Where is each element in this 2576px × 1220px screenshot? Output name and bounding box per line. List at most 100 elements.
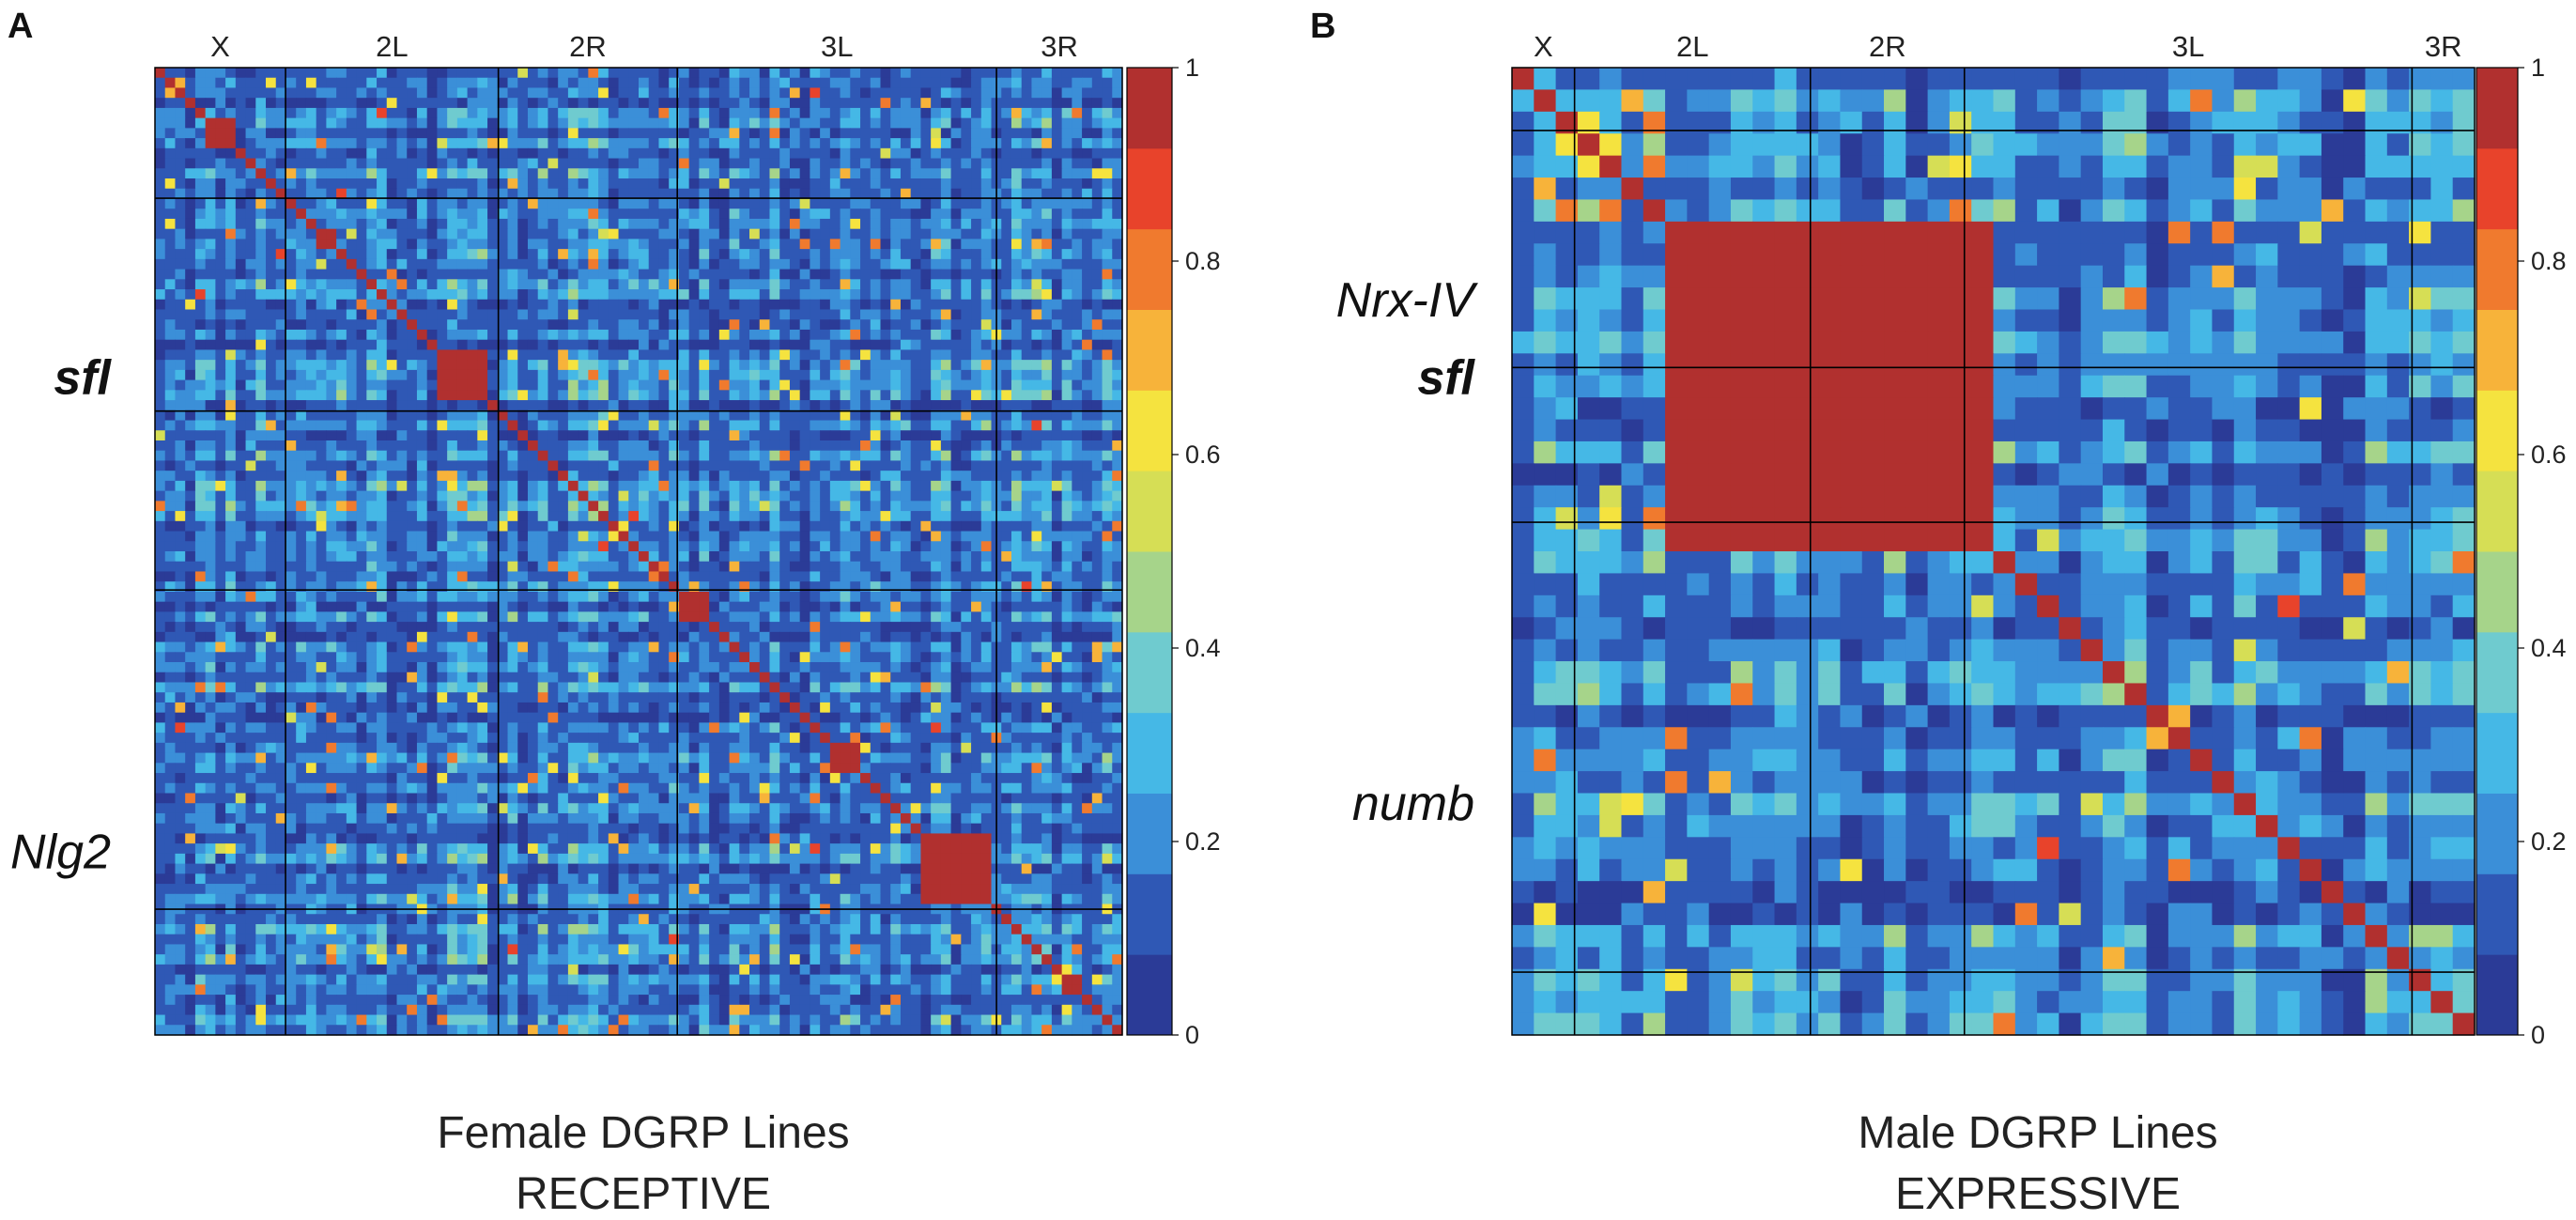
heatmap-cell xyxy=(980,551,993,563)
heatmap-cell xyxy=(980,208,993,220)
heatmap-cell xyxy=(699,520,710,533)
heatmap-cell xyxy=(718,490,731,502)
heatmap-cell xyxy=(940,98,952,109)
heatmap-cell xyxy=(1021,208,1033,220)
heatmap-cell xyxy=(225,349,237,361)
heatmap-cell xyxy=(639,239,650,250)
heatmap-cell xyxy=(356,520,367,533)
heatmap-cell xyxy=(1091,430,1103,441)
heatmap-cell xyxy=(729,218,740,230)
heatmap-cell xyxy=(507,289,518,301)
heatmap-cell xyxy=(275,77,287,89)
heatmap-cell xyxy=(910,178,922,190)
heatmap-cell xyxy=(1031,511,1042,522)
heatmap-cell xyxy=(255,158,267,169)
heatmap-cell xyxy=(296,98,307,109)
heatmap-cell xyxy=(497,581,509,593)
heatmap-cell xyxy=(1072,158,1083,169)
heatmap-cell xyxy=(608,319,620,331)
heatmap-cell xyxy=(1041,107,1053,119)
heatmap-cell xyxy=(910,218,922,230)
heatmap-cell xyxy=(860,218,872,230)
heatmap-cell xyxy=(356,258,367,270)
heatmap-cell xyxy=(870,299,882,311)
heatmap-cell xyxy=(718,158,731,169)
heatmap-cell xyxy=(447,158,458,169)
heatmap-cell xyxy=(456,87,469,99)
heatmap-cell xyxy=(850,258,861,270)
heatmap-cell xyxy=(1102,571,1113,582)
heatmap-cell xyxy=(971,178,982,190)
heatmap-cell xyxy=(980,258,993,270)
heatmap-cell xyxy=(870,228,882,239)
heatmap-cell xyxy=(194,450,207,462)
heatmap-cell xyxy=(628,128,640,139)
heatmap-cell xyxy=(426,460,439,471)
heatmap-cell xyxy=(467,581,478,593)
heatmap-cell xyxy=(648,138,660,149)
heatmap-cell xyxy=(971,218,982,230)
heatmap-cell xyxy=(517,440,529,452)
heatmap-cell xyxy=(356,339,367,351)
heatmap-cell xyxy=(377,581,388,593)
heatmap-cell xyxy=(225,289,237,301)
heatmap-cell xyxy=(447,117,458,129)
heatmap-cell xyxy=(497,531,509,542)
heatmap-cell xyxy=(931,440,942,452)
heatmap-cell xyxy=(971,369,982,381)
heatmap-cell xyxy=(1061,117,1072,129)
heatmap-cell xyxy=(437,117,448,129)
heatmap-cell xyxy=(416,319,428,331)
heatmap-cell xyxy=(235,490,247,502)
heatmap-cell xyxy=(971,379,982,391)
heatmap-cell xyxy=(1102,450,1113,462)
heatmap-cell xyxy=(377,269,388,280)
heatmap-cell xyxy=(426,541,439,552)
heatmap-cell xyxy=(377,450,388,462)
heatmap-cell xyxy=(285,98,297,109)
heatmap-cell xyxy=(285,531,297,542)
heatmap-cell xyxy=(810,581,821,593)
heatmap-cell xyxy=(235,228,247,239)
heatmap-cell xyxy=(820,571,831,582)
heatmap-cell xyxy=(336,299,347,311)
heatmap-cell xyxy=(840,581,851,593)
heatmap-cell xyxy=(456,158,469,169)
heatmap-cell xyxy=(527,188,539,200)
heatmap-cell xyxy=(346,208,358,220)
heatmap-cell xyxy=(456,480,469,492)
heatmap-cell xyxy=(1082,87,1093,99)
heatmap-cell xyxy=(870,218,882,230)
heatmap-cell xyxy=(618,551,629,563)
heatmap-cell xyxy=(850,239,861,250)
heatmap-cell xyxy=(608,551,620,563)
heatmap-cell xyxy=(416,571,428,582)
heatmap-cell xyxy=(1082,107,1093,119)
heatmap-cell xyxy=(1001,420,1012,431)
heatmap-cell xyxy=(608,480,620,492)
heatmap-cell xyxy=(588,319,599,331)
heatmap-cell xyxy=(467,480,478,492)
heatmap-cell xyxy=(447,218,458,230)
heatmap-cell xyxy=(285,218,297,230)
heatmap-cell xyxy=(437,289,448,301)
heatmap-cell xyxy=(407,329,418,341)
heatmap-cell xyxy=(266,147,277,160)
heatmap-cell xyxy=(678,117,690,129)
heatmap-cell xyxy=(1021,178,1033,190)
heatmap-cell xyxy=(829,188,841,200)
heatmap-cell xyxy=(810,319,821,331)
heatmap-cell xyxy=(1061,329,1072,341)
heatmap-cell xyxy=(1112,480,1123,492)
heatmap-cell xyxy=(416,360,428,371)
heatmap-cell xyxy=(940,520,952,533)
heatmap-cell xyxy=(305,168,317,179)
heatmap-cell xyxy=(1112,309,1123,320)
heatmap-cell xyxy=(980,440,993,452)
heatmap-cell xyxy=(426,360,439,371)
heatmap-cell xyxy=(326,158,337,169)
heatmap-cell xyxy=(164,98,177,109)
heatmap-cell xyxy=(931,571,942,582)
heatmap-cell xyxy=(870,269,882,280)
heatmap-cell xyxy=(880,490,891,502)
